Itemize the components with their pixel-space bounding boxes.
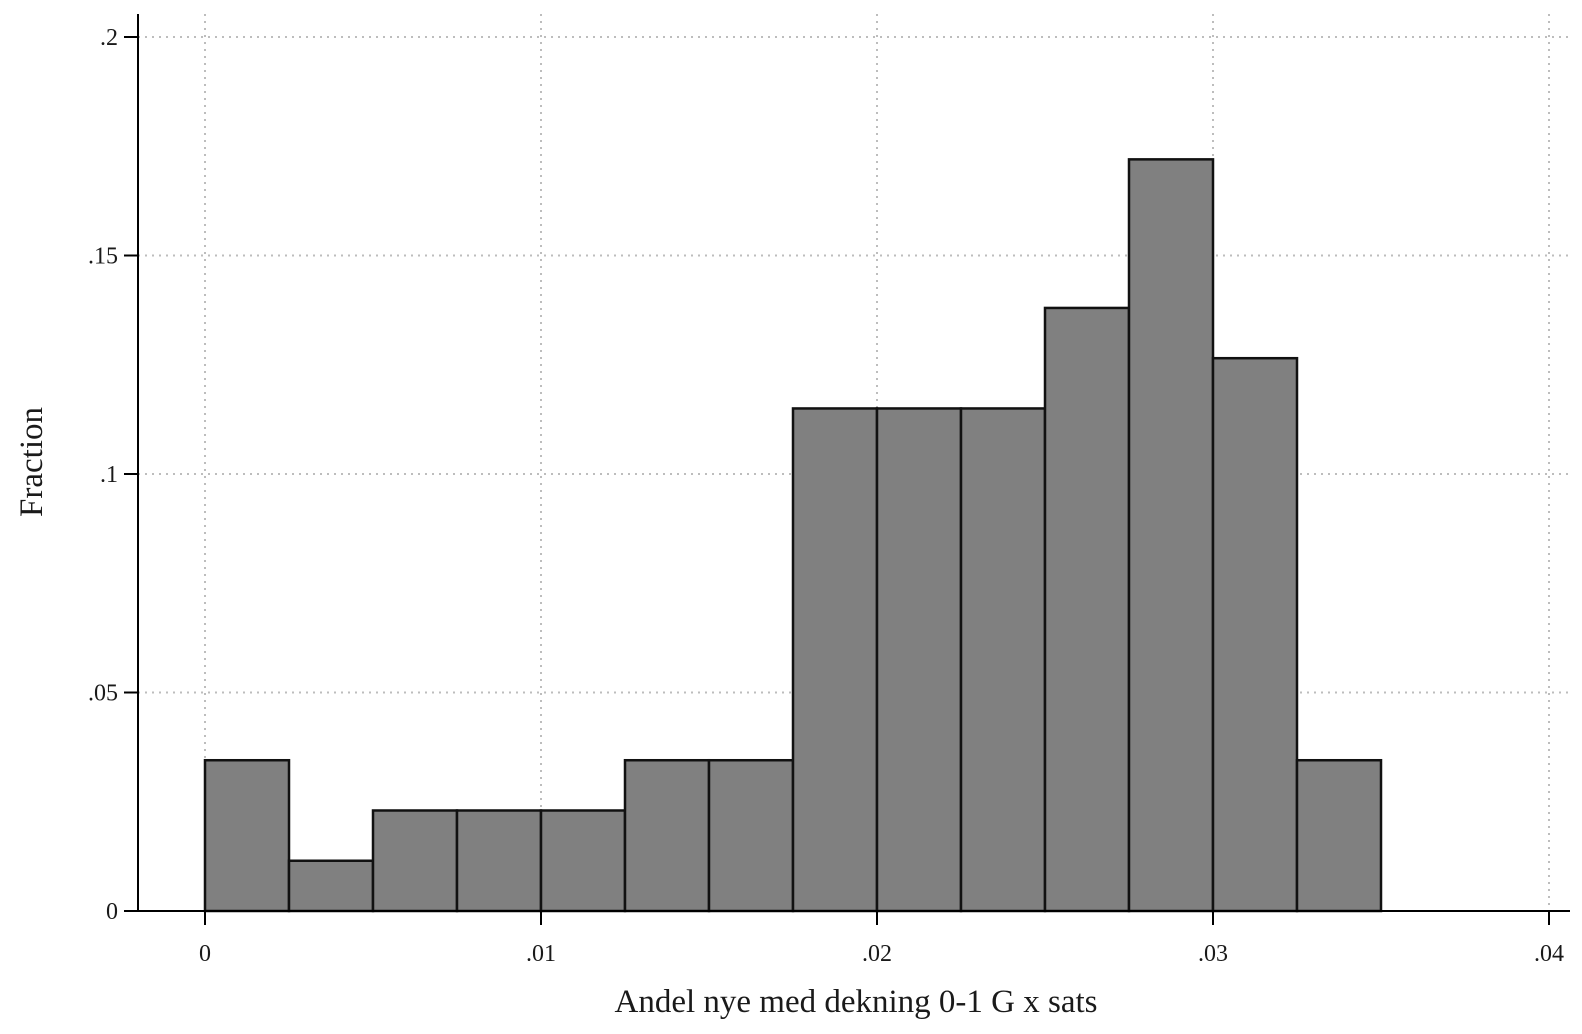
histogram-bar [1295, 758, 1383, 913]
y-tick-label: .15 [88, 244, 118, 270]
x-tick-label: .04 [1534, 941, 1564, 967]
x-tick-label: .01 [526, 941, 556, 967]
x-tick-label: .02 [862, 941, 892, 967]
y-tick-label: .2 [100, 25, 118, 51]
x-axis-title: Andel nye med dekning 0-1 G x sats [615, 984, 1098, 1020]
histogram-bar [203, 758, 291, 913]
x-tick-label: .03 [1198, 941, 1228, 967]
histogram-bar [707, 758, 795, 913]
histogram-bar [959, 407, 1047, 913]
y-tick-label: .1 [100, 462, 118, 488]
y-tick-label: 0 [106, 899, 118, 925]
histogram-bar [875, 407, 963, 913]
y-axis-title: Fraction [14, 407, 50, 517]
tick-labels: 0 .05 .1 .15 .2 0 .01 .02 .03 .04 [88, 25, 1564, 967]
histogram-bar [791, 407, 879, 913]
histogram-bar [1127, 158, 1215, 913]
histogram-bar [287, 859, 375, 913]
histogram-bar [371, 809, 459, 913]
y-tick-label: .05 [88, 681, 118, 707]
histogram-bars [203, 158, 1383, 913]
histogram-bar [455, 809, 543, 913]
histogram-bar [1043, 306, 1131, 913]
histogram-bar [623, 758, 711, 913]
x-tick-label: 0 [199, 941, 211, 967]
axes [124, 14, 1570, 925]
histogram-bar [539, 809, 627, 913]
histogram-bar [1211, 356, 1299, 913]
